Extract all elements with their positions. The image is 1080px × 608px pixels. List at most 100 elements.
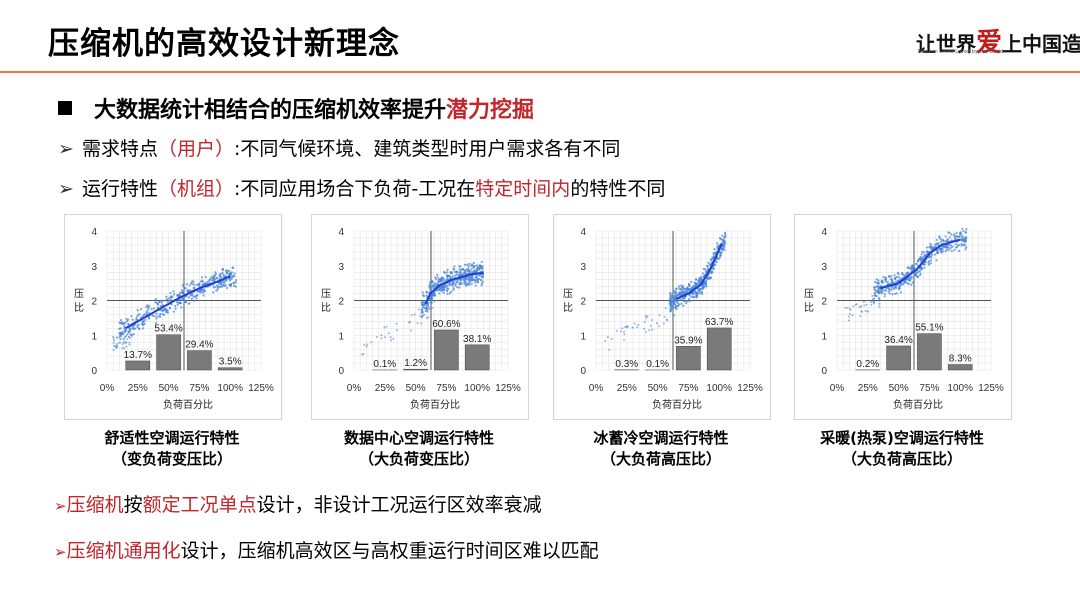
scatter-point bbox=[939, 247, 942, 251]
bar-value-label: 3.5% bbox=[219, 357, 242, 368]
scatter-point bbox=[675, 307, 678, 311]
scatter-point bbox=[458, 286, 461, 289]
scatter-point bbox=[150, 308, 153, 311]
scatter-point bbox=[474, 284, 477, 287]
histogram-bar bbox=[217, 367, 243, 371]
scatter-point bbox=[427, 306, 430, 309]
scatter-point bbox=[425, 317, 428, 320]
scatter-point bbox=[470, 282, 473, 285]
scatter-point bbox=[669, 291, 672, 295]
scatter-point bbox=[428, 307, 431, 310]
scatter-point bbox=[458, 268, 461, 271]
scatter-point bbox=[961, 235, 964, 238]
scatter-point bbox=[673, 299, 676, 302]
scatter-point bbox=[159, 304, 162, 308]
caption-heatpump: 采暖(热泵)空调运行特性 （大负荷高压比） bbox=[792, 428, 1012, 470]
caption-line2: （大负荷高压比） bbox=[841, 450, 962, 468]
scatter-point bbox=[698, 292, 701, 295]
scatter-point bbox=[187, 296, 190, 299]
scatter-point bbox=[941, 238, 944, 241]
scatter-point bbox=[464, 281, 467, 284]
scatter-point bbox=[146, 304, 149, 307]
point-operation-desc: :不同应用场合下负荷-工况在 bbox=[234, 178, 476, 200]
bottom-point-1-c: 额定工况单点 bbox=[142, 494, 257, 516]
scatter-point bbox=[395, 329, 398, 332]
scatter-point bbox=[719, 254, 722, 257]
y-tick-label: 4 bbox=[580, 227, 586, 238]
scatter-point bbox=[906, 266, 909, 269]
scatter-point bbox=[141, 327, 145, 330]
scatter-point bbox=[450, 290, 453, 293]
scatter-point bbox=[183, 299, 186, 302]
scatter-point bbox=[873, 291, 876, 295]
scatter-point bbox=[889, 289, 892, 292]
fit-curve bbox=[675, 242, 723, 300]
scatter-point bbox=[123, 347, 126, 350]
scatter-point bbox=[901, 283, 904, 286]
scatter-point bbox=[965, 228, 968, 231]
y-axis-label: 压比 bbox=[563, 288, 573, 314]
scatter-point bbox=[410, 314, 413, 317]
scatter-point bbox=[920, 253, 923, 256]
scatter-point bbox=[480, 260, 483, 263]
scatter-point bbox=[436, 273, 439, 276]
chart-panel-datacenter: 0.1% 1.2% 60.6% 38.1% 0 1 2 3 4 0% 25% 50% 75% 100% 12… bbox=[311, 214, 529, 420]
x-axis-label: 负荷百分比 bbox=[893, 398, 943, 411]
scatter-point bbox=[689, 295, 693, 298]
histogram-bar bbox=[706, 327, 732, 371]
scatter-point bbox=[200, 276, 204, 279]
scatter-point bbox=[712, 254, 715, 258]
scatter-point bbox=[697, 289, 700, 292]
scatter-point bbox=[644, 330, 647, 333]
scatter-point bbox=[161, 299, 164, 302]
scatter-point bbox=[136, 324, 139, 327]
y-tick-label: 1 bbox=[580, 331, 586, 342]
scatter-point bbox=[365, 345, 368, 348]
scatter-point bbox=[649, 324, 652, 327]
scatter-point bbox=[923, 263, 926, 266]
scatter-point bbox=[157, 315, 160, 318]
scatter-point bbox=[233, 281, 236, 284]
scatter-point bbox=[604, 339, 607, 342]
bar-value-label: 1.2% bbox=[404, 358, 427, 369]
scatter-point bbox=[429, 282, 432, 285]
bar-value-label: 13.7% bbox=[124, 350, 152, 361]
scatter-point bbox=[380, 337, 383, 340]
scatter-point bbox=[112, 348, 115, 351]
scatter-point bbox=[945, 248, 948, 251]
y-tick-label: 0 bbox=[821, 366, 827, 377]
scatter-point bbox=[884, 289, 887, 292]
scatter-point bbox=[606, 336, 609, 339]
y-tick-label: 2 bbox=[338, 297, 344, 308]
scatter-point bbox=[470, 263, 474, 266]
bottom-point-2-c: 设计，压缩机高效区与高权重运行时间区难以匹配 bbox=[180, 540, 599, 562]
scatter-point bbox=[112, 335, 115, 338]
scatter-point bbox=[134, 327, 137, 330]
scatter-point bbox=[961, 227, 964, 230]
scatter-point bbox=[225, 271, 228, 275]
scatter-point bbox=[709, 272, 712, 275]
scatter-point bbox=[431, 284, 435, 287]
x-tick-label: 125% bbox=[737, 383, 763, 394]
scatter-point bbox=[214, 271, 217, 274]
scatter-point bbox=[155, 321, 158, 325]
scatter-point bbox=[434, 284, 437, 288]
scatter-point bbox=[901, 273, 904, 276]
brand-logo: 让世界爱上中国造 Made in China Loved by the worl… bbox=[916, 22, 1080, 58]
x-axis-label: 负荷百分比 bbox=[652, 398, 702, 411]
scatter-point bbox=[621, 327, 624, 330]
bottom-point-1: ➢压缩机按额定工况单点设计，非设计工况运行区效率衰减 bbox=[54, 490, 542, 517]
fit-curve bbox=[125, 275, 231, 330]
scatter-point bbox=[212, 291, 215, 294]
scatter-point bbox=[713, 248, 716, 251]
scatter-point bbox=[859, 315, 862, 318]
scatter-point bbox=[168, 306, 172, 310]
scatter-point bbox=[181, 297, 184, 300]
bar-value-label: 55.1% bbox=[915, 323, 943, 334]
scatter-point bbox=[928, 259, 931, 263]
y-axis-label-char: 比 bbox=[74, 302, 84, 314]
scatter-point bbox=[193, 286, 196, 289]
scatter-point bbox=[658, 325, 661, 328]
scatter-point bbox=[929, 259, 933, 262]
scatter-point bbox=[428, 284, 431, 287]
